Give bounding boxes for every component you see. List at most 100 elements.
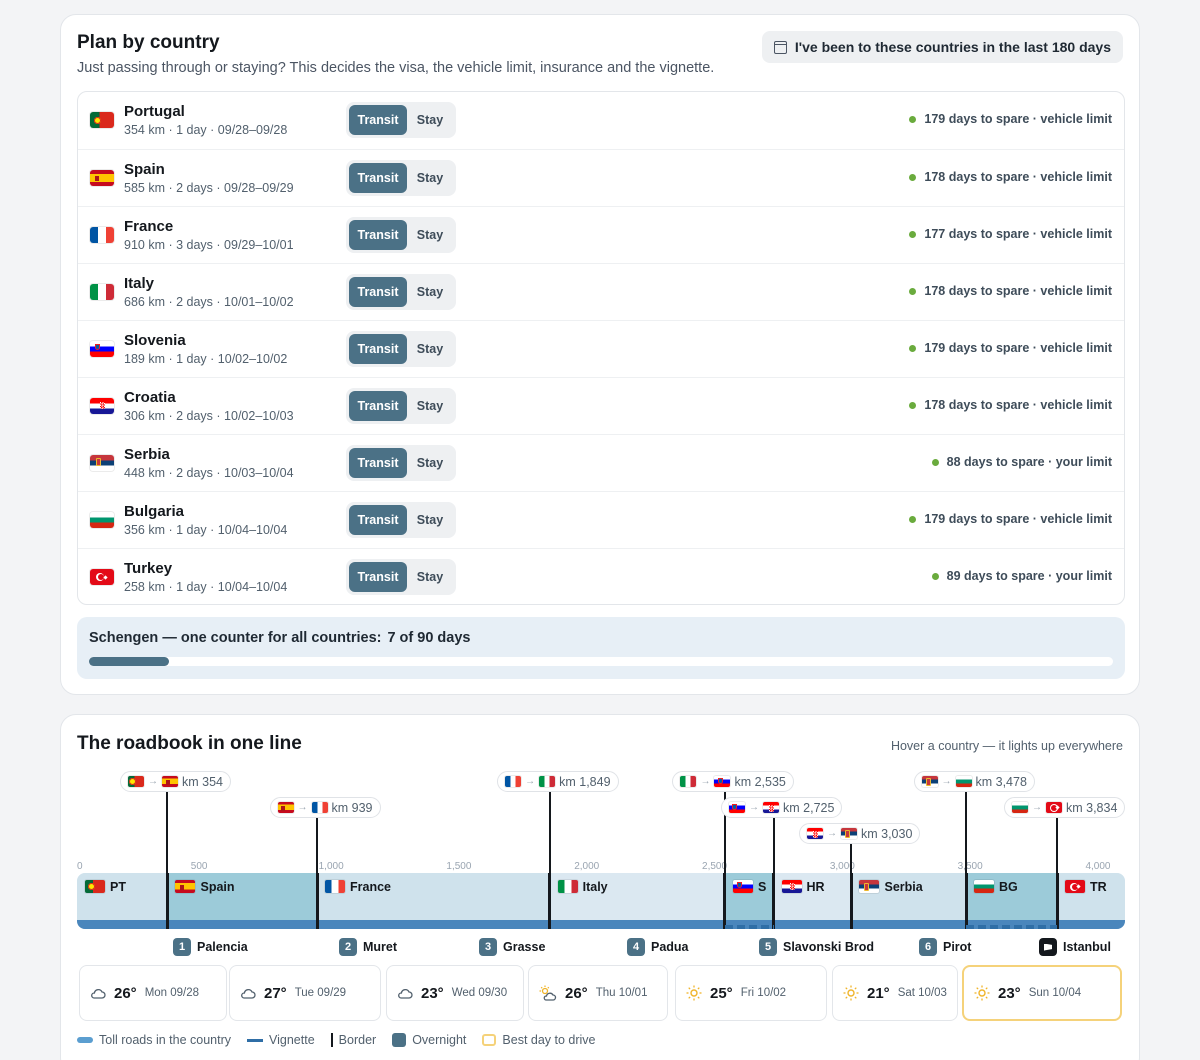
slovenia-flag-icon <box>732 880 753 893</box>
country-meta: 686 km · 2 days · 10/01–10/02 <box>124 295 294 309</box>
weather-day: Mon 09/28 <box>144 987 200 999</box>
status-dot-icon <box>909 115 917 123</box>
border-pill[interactable]: → km 2,535 <box>672 771 794 792</box>
weather-day-card[interactable]: 23° Sun 10/04 <box>962 965 1122 1021</box>
stay-button[interactable]: Stay <box>416 399 444 413</box>
border-pill[interactable]: → km 3,478 <box>913 771 1035 792</box>
legend-best: Best day to drive <box>482 1033 596 1047</box>
roadbook-title: The roadbook in one line <box>77 733 302 754</box>
transit-button[interactable]: Transit <box>349 448 407 478</box>
weather-day-card[interactable]: 25° Fri 10/02 <box>675 965 827 1021</box>
country-segment-italy[interactable]: Italy <box>549 873 725 929</box>
country-meta: 258 km · 1 day · 10/04–10/04 <box>124 580 288 594</box>
country-status-text: 89 days to spare · your limit <box>946 569 1112 583</box>
stop-number: 5 <box>759 938 777 956</box>
cloud-icon <box>397 987 413 999</box>
stay-button[interactable]: Stay <box>416 113 444 127</box>
overnight-stop[interactable]: Istanbul <box>1039 937 1111 957</box>
segment-label: TR <box>1090 880 1107 894</box>
roadbook-card: The roadbook in one line Hover a country… <box>60 714 1140 1060</box>
axis-tick-label: 1,500 <box>446 861 472 872</box>
stay-button[interactable]: Stay <box>416 570 444 584</box>
country-segment-portugal[interactable]: PT <box>77 873 168 929</box>
country-meta: 448 km · 2 days · 10/03–10/04 <box>124 466 294 480</box>
stay-button[interactable]: Stay <box>416 456 444 470</box>
weather-day-card[interactable]: 26° Mon 09/28 <box>79 965 227 1021</box>
border-swatch-icon <box>330 1033 333 1047</box>
stay-button[interactable]: Stay <box>416 342 444 356</box>
schengen-progress-bar <box>89 657 1113 666</box>
sun-icon <box>843 985 859 1001</box>
france-flag-icon <box>90 227 114 243</box>
border-pill[interactable]: → km 354 <box>119 771 231 792</box>
legend-border: Border <box>330 1033 376 1047</box>
weather-day: Wed 09/30 <box>451 987 508 999</box>
transit-button[interactable]: Transit <box>349 562 407 592</box>
legend-vignette-label: Vignette <box>269 1033 315 1047</box>
stay-button[interactable]: Stay <box>416 513 444 527</box>
country-segment-turkey[interactable]: TR <box>1057 873 1125 929</box>
legend-best-label: Best day to drive <box>502 1033 596 1047</box>
transit-button[interactable]: Transit <box>349 505 407 535</box>
overnight-stop[interactable]: 3 Grasse <box>479 937 545 957</box>
stay-button[interactable]: Stay <box>416 285 444 299</box>
border-pill[interactable]: → km 2,725 <box>721 797 843 818</box>
transit-stay-toggle: Transit Stay <box>346 160 456 196</box>
overnight-stop[interactable]: 5 Slavonski Brod <box>759 937 874 957</box>
weather-day-card[interactable]: 23° Wed 09/30 <box>386 965 524 1021</box>
border-pill[interactable]: → km 1,849 <box>497 771 619 792</box>
arrow-right-icon: → <box>147 776 158 787</box>
transit-button[interactable]: Transit <box>349 105 407 135</box>
country-status: 178 days to spare · vehicle limit <box>909 284 1112 298</box>
country-meta: 910 km · 3 days · 09/29–10/01 <box>124 238 294 252</box>
transit-button[interactable]: Transit <box>349 163 407 193</box>
border-pill[interactable]: → km 3,030 <box>798 823 921 844</box>
country-status: 178 days to spare · vehicle limit <box>909 170 1112 184</box>
legend-toll: Toll roads in the country <box>77 1033 231 1047</box>
country-segment-bulgaria[interactable]: BG <box>966 873 1057 929</box>
border-marker <box>548 873 552 929</box>
country-segment-serbia[interactable]: Serbia <box>851 873 966 929</box>
stay-button[interactable]: Stay <box>416 171 444 185</box>
border-pill[interactable]: → km 939 <box>269 797 381 818</box>
stay-button[interactable]: Stay <box>416 228 444 242</box>
country-segment-spain[interactable]: Spain <box>167 873 318 929</box>
transit-button[interactable]: Transit <box>349 220 407 250</box>
country-status-text: 179 days to spare · vehicle limit <box>924 112 1112 126</box>
segment-label: BG <box>999 880 1018 894</box>
overnight-stop[interactable]: 6 Pirot <box>919 937 971 957</box>
stop-name: Padua <box>651 940 689 954</box>
slovenia-flag-icon <box>729 802 746 813</box>
weather-day-card[interactable]: 26° Thu 10/01 <box>528 965 668 1021</box>
stop-name: Slavonski Brod <box>783 940 874 954</box>
border-line <box>772 817 775 873</box>
france-flag-icon <box>505 776 522 787</box>
country-segment-slovenia[interactable]: S <box>724 873 774 929</box>
transit-button[interactable]: Transit <box>349 277 407 307</box>
transit-stay-toggle: Transit Stay <box>346 388 456 424</box>
spain-flag-icon <box>175 880 196 893</box>
overnight-stop[interactable]: 1 Palencia <box>173 937 248 957</box>
country-name: Turkey <box>124 560 173 577</box>
arrow-right-icon: → <box>941 776 952 787</box>
portugal-flag-icon <box>90 112 114 128</box>
border-pill[interactable]: → km 3,834 <box>1004 797 1126 818</box>
overnight-stop[interactable]: 2 Muret <box>339 937 397 957</box>
transit-stay-toggle: Transit Stay <box>346 559 456 595</box>
country-segment-france[interactable]: France <box>317 873 550 929</box>
country-segment-croatia[interactable]: HR <box>773 873 852 929</box>
country-list: Portugal 354 km · 1 day · 09/28–09/28 Tran… <box>77 91 1125 605</box>
country-status: 177 days to spare · vehicle limit <box>909 227 1112 241</box>
overnight-stop[interactable]: 4 Padua <box>627 937 689 957</box>
border-line <box>965 791 967 873</box>
weather-day-card[interactable]: 27° Tue 09/29 <box>229 965 381 1021</box>
weather-temp: 25° <box>710 984 733 1002</box>
weather-temp: 23° <box>998 984 1021 1002</box>
weather-day-card[interactable]: 21° Sat 10/03 <box>832 965 958 1021</box>
axis-tick-label: 2,000 <box>574 861 600 872</box>
history-button[interactable]: I've been to these countries in the last… <box>761 31 1123 63</box>
italy-flag-icon <box>680 776 697 787</box>
sun-icon <box>974 985 990 1001</box>
transit-button[interactable]: Transit <box>349 391 407 421</box>
transit-button[interactable]: Transit <box>349 334 407 364</box>
